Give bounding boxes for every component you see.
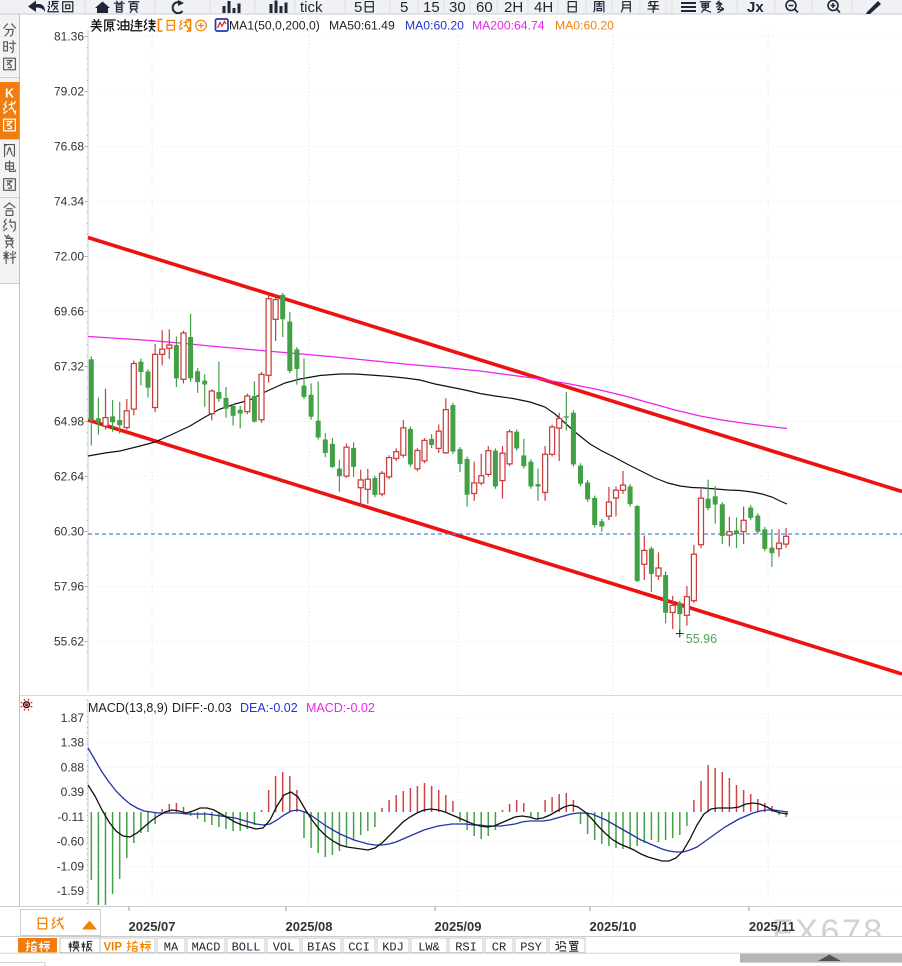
svg-text:VOL: VOL — [273, 941, 295, 955]
svg-text:60: 60 — [476, 0, 493, 16]
svg-text:60.30: 60.30 — [54, 525, 84, 539]
svg-text:2025/10: 2025/10 — [590, 919, 637, 934]
svg-text:62.64: 62.64 — [54, 470, 84, 484]
svg-text:2025/07: 2025/07 — [129, 919, 176, 934]
svg-text:MA: MA — [164, 941, 179, 955]
svg-text:1.87: 1.87 — [61, 711, 85, 725]
svg-text:2025/08: 2025/08 — [286, 919, 333, 934]
svg-text:LW&: LW& — [418, 941, 440, 955]
svg-text:57.96: 57.96 — [54, 580, 84, 594]
svg-text:DIFF:-0.03: DIFF:-0.03 — [172, 701, 232, 715]
svg-text:2H: 2H — [504, 0, 523, 16]
svg-text:MA0:60.20: MA0:60.20 — [555, 19, 614, 33]
svg-text:15: 15 — [423, 0, 440, 16]
svg-text:5: 5 — [354, 0, 362, 16]
svg-text:55.62: 55.62 — [54, 635, 84, 649]
svg-text:-0.60: -0.60 — [57, 835, 85, 849]
svg-text:79.02: 79.02 — [54, 85, 84, 99]
svg-text:PSY: PSY — [520, 941, 542, 955]
svg-text:69.66: 69.66 — [54, 305, 84, 319]
svg-text:MA200:64.74: MA200:64.74 — [472, 19, 545, 33]
svg-text:CR: CR — [492, 941, 506, 955]
svg-text:74.34: 74.34 — [54, 195, 84, 209]
svg-text:MA1(50,0,200,0): MA1(50,0,200,0) — [229, 19, 320, 33]
svg-text:67.32: 67.32 — [54, 360, 84, 374]
svg-text:4H: 4H — [534, 0, 553, 16]
svg-text:-0.11: -0.11 — [58, 810, 85, 824]
svg-text:Jx: Jx — [747, 0, 764, 16]
svg-text:MA50:61.49: MA50:61.49 — [329, 19, 395, 33]
svg-text:81.36: 81.36 — [54, 30, 84, 44]
svg-text:2025/11: 2025/11 — [749, 919, 795, 934]
svg-text:MACD(13,8,9): MACD(13,8,9) — [88, 701, 168, 715]
svg-text:-1.59: -1.59 — [57, 884, 85, 898]
svg-text:MA0:60.20: MA0:60.20 — [405, 19, 464, 33]
svg-text:72.00: 72.00 — [54, 250, 84, 264]
svg-text:64.98: 64.98 — [54, 415, 84, 429]
svg-text:30: 30 — [449, 0, 466, 16]
svg-text:MACD: MACD — [192, 941, 221, 955]
svg-text:VIP: VIP — [104, 942, 123, 954]
svg-text:76.68: 76.68 — [54, 140, 84, 154]
svg-text:MACD:-0.02: MACD:-0.02 — [306, 701, 375, 715]
svg-text:tick: tick — [300, 0, 323, 16]
svg-text:2025/09: 2025/09 — [435, 919, 482, 934]
svg-text:55.96: 55.96 — [686, 632, 717, 646]
svg-text:0.88: 0.88 — [61, 760, 85, 774]
svg-text:K: K — [5, 87, 14, 101]
svg-text:5: 5 — [400, 0, 408, 16]
svg-text:RSI: RSI — [455, 941, 477, 955]
svg-text:-1.09: -1.09 — [57, 859, 85, 873]
svg-text:BIAS: BIAS — [307, 941, 336, 955]
svg-text:DEA:-0.02: DEA:-0.02 — [240, 701, 298, 715]
svg-text:BOLL: BOLL — [232, 941, 261, 955]
svg-text:CCI: CCI — [348, 941, 370, 955]
svg-text:1.38: 1.38 — [61, 736, 85, 750]
svg-text:0.39: 0.39 — [61, 785, 85, 799]
svg-text:KDJ: KDJ — [382, 941, 404, 955]
